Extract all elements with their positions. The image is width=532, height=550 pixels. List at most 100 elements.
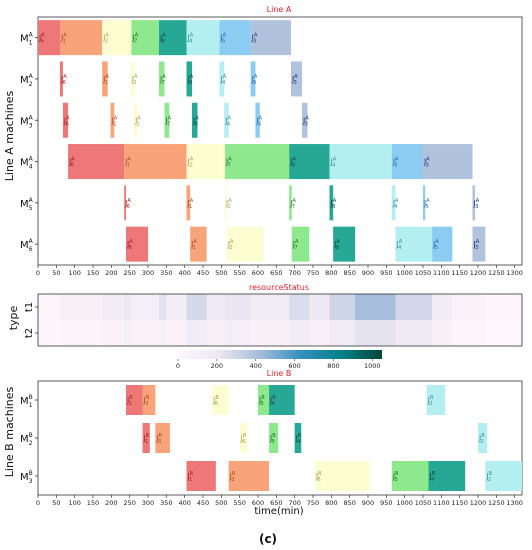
task-bar <box>102 61 108 97</box>
heat-cell <box>186 294 207 320</box>
row-label: MA 6 <box>20 238 34 253</box>
task-label: JA 3 <box>302 115 309 127</box>
colorbar <box>178 350 382 359</box>
task-label: JB 6 <box>240 433 247 445</box>
x-tick-label: 650 <box>270 499 282 507</box>
x-tick-label: 800 <box>325 499 337 507</box>
task-label: JA 8 <box>330 198 337 210</box>
line-b-ylabel: Line B machines <box>3 387 16 478</box>
task-bar <box>110 102 115 138</box>
task-label: JA 1 <box>190 239 197 251</box>
heat-cell <box>309 320 330 346</box>
row-label: MA 1 <box>20 32 34 47</box>
heat-cell <box>102 294 125 320</box>
task-bar <box>289 144 330 180</box>
task-bar <box>142 423 150 453</box>
heat-cell <box>131 294 160 320</box>
heatmap-frame <box>37 293 523 347</box>
task-bar <box>225 185 227 221</box>
x-tick-label: 1200 <box>470 499 487 507</box>
task-bar <box>255 102 260 138</box>
colorbar-tick-label: 0 <box>176 362 180 370</box>
heat-cell <box>250 320 290 346</box>
task-bar <box>60 20 103 56</box>
task-label: JB 3 <box>229 471 236 483</box>
x-tick-label: 1250 <box>488 499 505 507</box>
task-label: JA 4 <box>396 239 403 251</box>
task-label: JA 7 <box>292 239 299 251</box>
task-bar <box>186 61 192 97</box>
x-tick-label: 650 <box>270 269 282 277</box>
task-label: JA 1 <box>124 157 131 169</box>
task-label: JB 6 <box>315 471 322 483</box>
task-label: JA 4 <box>330 157 337 169</box>
x-tick-label: 1200 <box>470 269 487 277</box>
x-tick-label: 1000 <box>396 499 413 507</box>
task-label: JB 1 <box>187 471 194 483</box>
figure-caption: (c) <box>259 532 277 546</box>
x-tick-label: 850 <box>343 269 355 277</box>
x-tick-label: 900 <box>362 499 374 507</box>
x-tick-label: 200 <box>105 269 117 277</box>
task-bar <box>126 226 148 262</box>
heat-cell <box>124 320 132 346</box>
heat-cell <box>159 320 167 346</box>
task-bar <box>432 226 453 262</box>
heat-cell <box>289 294 310 320</box>
x-tick-label: 250 <box>123 499 135 507</box>
task-bar <box>423 144 473 180</box>
task-label: JA 1 <box>111 115 118 127</box>
x-tick-label: 1100 <box>433 499 450 507</box>
x-tick-label: 450 <box>197 269 209 277</box>
x-tick-label: 600 <box>252 499 264 507</box>
resource-status-heatmap: resourceStatus type t1 t2 0 200 400 600 800 10… <box>7 283 523 370</box>
task-bar <box>219 61 225 97</box>
x-tick-label: 450 <box>197 499 209 507</box>
task-bar <box>124 185 126 221</box>
line-a-gantt-chart: Line A Line A machines JA 6 JA 1 JA 2 JA 7 JA 8 JA… <box>3 5 523 277</box>
heat-cell <box>355 294 396 320</box>
heat-cell <box>38 320 61 346</box>
x-tick-label: 0 <box>36 499 40 507</box>
task-label: JA 6 <box>68 157 75 169</box>
x-tick-label: 1050 <box>415 499 432 507</box>
colorbar-tick-label: 400 <box>250 362 262 370</box>
heatmap-title: resourceStatus <box>249 283 309 292</box>
heat-cell <box>485 320 523 346</box>
task-bar <box>224 102 229 138</box>
task-label: JB 1 <box>126 395 133 407</box>
x-tick-label: 400 <box>178 269 190 277</box>
heat-cell <box>186 320 207 346</box>
x-tick-label: 50 <box>52 269 60 277</box>
row-label: MA 3 <box>20 114 34 129</box>
task-label: JA 4 <box>187 33 194 45</box>
task-bar <box>291 61 302 97</box>
colorbar-tick-label: 800 <box>327 362 339 370</box>
heat-cell <box>309 294 330 320</box>
x-tick-label: 500 <box>215 499 227 507</box>
heat-cell <box>452 294 486 320</box>
x-tick-label: 150 <box>87 269 99 277</box>
x-tick-label: 1150 <box>451 269 468 277</box>
task-bar <box>130 61 135 97</box>
x-tick-label: 700 <box>288 499 300 507</box>
heat-cell <box>395 320 433 346</box>
x-tick-label: 950 <box>380 499 392 507</box>
task-label: JA 6 <box>38 33 45 45</box>
task-bar <box>212 385 229 415</box>
x-tick-label: 750 <box>307 269 319 277</box>
task-label: JA 5 <box>251 74 258 86</box>
task-label: JA 2 <box>134 115 141 127</box>
heat-cell <box>452 320 486 346</box>
x-tick-label: 1050 <box>415 269 432 277</box>
task-bar <box>302 102 308 138</box>
heat-cell <box>395 294 433 320</box>
task-label: JB 3 <box>143 395 150 407</box>
heat-cell <box>355 320 396 346</box>
x-tick-label: 600 <box>252 269 264 277</box>
task-label: JB 4 <box>295 433 302 445</box>
row-label: MB 1 <box>20 394 33 409</box>
task-label: JA 5 <box>220 33 227 45</box>
heat-row-label: t2 <box>24 328 35 338</box>
